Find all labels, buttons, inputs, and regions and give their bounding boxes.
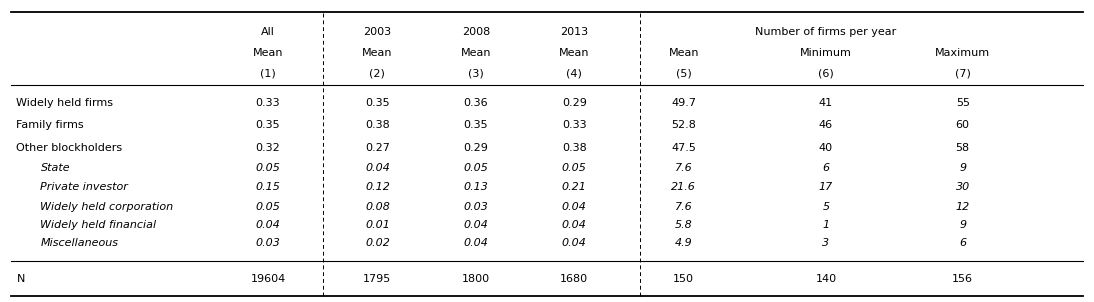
Text: 0.33: 0.33 xyxy=(562,120,586,130)
Text: 0.05: 0.05 xyxy=(256,202,280,212)
Text: 2013: 2013 xyxy=(560,27,589,37)
Text: 0.08: 0.08 xyxy=(365,202,389,212)
Text: (7): (7) xyxy=(955,69,970,79)
Text: 0.29: 0.29 xyxy=(464,143,488,153)
Text: 0.21: 0.21 xyxy=(562,182,586,192)
Text: 0.35: 0.35 xyxy=(365,98,389,108)
Text: Mean: Mean xyxy=(461,48,491,58)
Text: 17: 17 xyxy=(818,182,834,192)
Text: 0.35: 0.35 xyxy=(464,120,488,130)
Text: 0.15: 0.15 xyxy=(256,182,280,192)
Text: Widely held corporation: Widely held corporation xyxy=(40,202,174,212)
Text: Mean: Mean xyxy=(559,48,590,58)
Text: Minimum: Minimum xyxy=(800,48,852,58)
Text: 12: 12 xyxy=(955,202,970,212)
Text: 0.04: 0.04 xyxy=(562,220,586,230)
Text: 41: 41 xyxy=(819,98,833,108)
Text: 0.04: 0.04 xyxy=(464,220,488,230)
Text: 0.05: 0.05 xyxy=(464,162,488,173)
Text: 2008: 2008 xyxy=(462,27,490,37)
Text: 46: 46 xyxy=(819,120,833,130)
Text: 0.33: 0.33 xyxy=(256,98,280,108)
Text: Mean: Mean xyxy=(668,48,699,58)
Text: Other blockholders: Other blockholders xyxy=(16,143,123,153)
Text: 60: 60 xyxy=(956,120,969,130)
Text: 21.6: 21.6 xyxy=(672,182,696,192)
Text: (3): (3) xyxy=(468,69,484,79)
Text: 0.04: 0.04 xyxy=(464,238,488,248)
Text: 9: 9 xyxy=(959,162,966,173)
Text: 0.04: 0.04 xyxy=(562,238,586,248)
Text: 0.36: 0.36 xyxy=(464,98,488,108)
Text: 19604: 19604 xyxy=(251,274,286,284)
Text: 58: 58 xyxy=(956,143,969,153)
Text: 0.03: 0.03 xyxy=(256,238,280,248)
Text: 0.01: 0.01 xyxy=(365,220,389,230)
Text: 30: 30 xyxy=(955,182,970,192)
Text: 2003: 2003 xyxy=(363,27,392,37)
Text: 5.8: 5.8 xyxy=(675,220,693,230)
Text: Widely held financial: Widely held financial xyxy=(40,220,156,230)
Text: 0.05: 0.05 xyxy=(562,162,586,173)
Text: Miscellaneous: Miscellaneous xyxy=(40,238,118,248)
Text: (1): (1) xyxy=(260,69,276,79)
Text: 49.7: 49.7 xyxy=(672,98,696,108)
Text: All: All xyxy=(261,27,275,37)
Text: 1680: 1680 xyxy=(560,274,589,284)
Text: Private investor: Private investor xyxy=(40,182,128,192)
Text: 0.38: 0.38 xyxy=(365,120,389,130)
Text: 7.6: 7.6 xyxy=(675,202,693,212)
Text: 6: 6 xyxy=(959,238,966,248)
Text: N: N xyxy=(16,274,25,284)
Text: 0.04: 0.04 xyxy=(365,162,389,173)
Text: 0.13: 0.13 xyxy=(464,182,488,192)
Text: State: State xyxy=(40,162,70,173)
Text: 55: 55 xyxy=(956,98,969,108)
Text: 140: 140 xyxy=(815,274,837,284)
Text: 9: 9 xyxy=(959,220,966,230)
Text: Maximum: Maximum xyxy=(935,48,990,58)
Text: Number of firms per year: Number of firms per year xyxy=(755,27,897,37)
Text: (2): (2) xyxy=(370,69,385,79)
Text: 0.38: 0.38 xyxy=(562,143,586,153)
Text: 0.03: 0.03 xyxy=(464,202,488,212)
Text: 0.12: 0.12 xyxy=(365,182,389,192)
Text: 0.04: 0.04 xyxy=(562,202,586,212)
Text: (4): (4) xyxy=(567,69,582,79)
Text: 150: 150 xyxy=(673,274,695,284)
Text: 156: 156 xyxy=(952,274,974,284)
Text: 6: 6 xyxy=(823,162,829,173)
Text: 0.04: 0.04 xyxy=(256,220,280,230)
Text: 0.02: 0.02 xyxy=(365,238,389,248)
Text: 0.35: 0.35 xyxy=(256,120,280,130)
Text: 52.8: 52.8 xyxy=(672,120,696,130)
Text: Widely held firms: Widely held firms xyxy=(16,98,114,108)
Text: 1: 1 xyxy=(823,220,829,230)
Text: 4.9: 4.9 xyxy=(675,238,693,248)
Text: 40: 40 xyxy=(819,143,833,153)
Text: 1795: 1795 xyxy=(363,274,392,284)
Text: (5): (5) xyxy=(676,69,691,79)
Text: (6): (6) xyxy=(818,69,834,79)
Text: Family firms: Family firms xyxy=(16,120,84,130)
Text: 1800: 1800 xyxy=(462,274,490,284)
Text: 5: 5 xyxy=(823,202,829,212)
Text: 0.05: 0.05 xyxy=(256,162,280,173)
Text: Mean: Mean xyxy=(362,48,393,58)
Text: Mean: Mean xyxy=(253,48,283,58)
Text: 0.29: 0.29 xyxy=(562,98,586,108)
Text: 0.32: 0.32 xyxy=(256,143,280,153)
Text: 7.6: 7.6 xyxy=(675,162,693,173)
Text: 3: 3 xyxy=(823,238,829,248)
Text: 0.27: 0.27 xyxy=(365,143,389,153)
Text: 47.5: 47.5 xyxy=(672,143,696,153)
